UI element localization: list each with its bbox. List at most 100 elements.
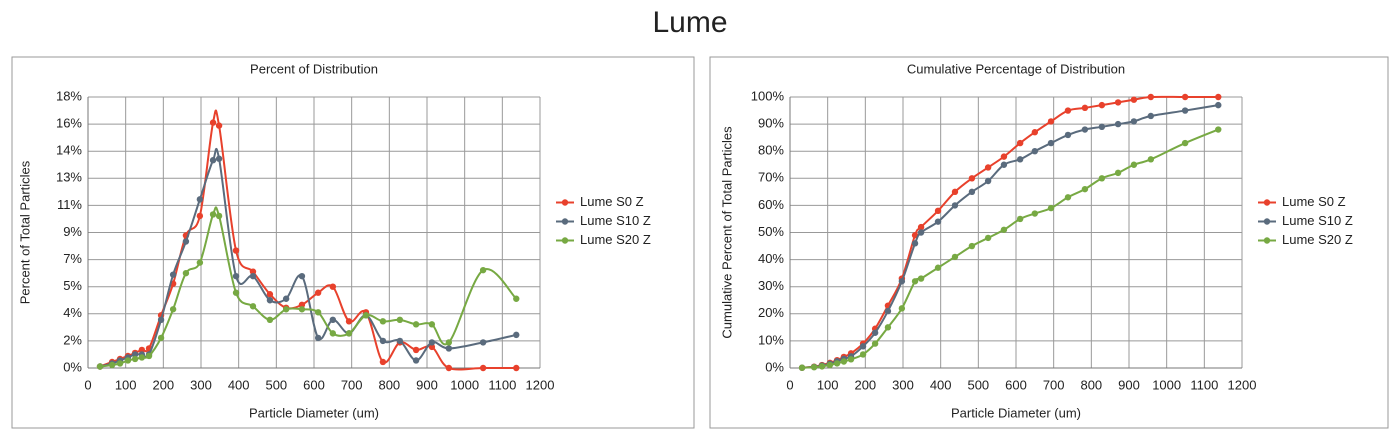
data-point	[968, 175, 976, 182]
data-point	[1114, 120, 1122, 128]
x-tick-label: 1100	[1190, 377, 1218, 392]
x-tick-label: 1000	[1152, 377, 1181, 392]
data-point	[362, 312, 370, 319]
data-point	[445, 339, 453, 346]
data-point	[379, 358, 387, 366]
data-point	[1147, 156, 1155, 163]
data-point	[1114, 99, 1122, 106]
data-point	[1047, 204, 1055, 212]
data-point	[116, 360, 124, 367]
x-tick-label: 400	[930, 377, 952, 392]
data-point	[884, 324, 892, 331]
x-tick-label: 900	[1118, 377, 1140, 392]
x-tick-label: 800	[378, 377, 400, 392]
data-point	[314, 334, 322, 342]
data-point	[1147, 112, 1155, 120]
data-point	[1098, 175, 1106, 182]
data-point	[934, 218, 942, 225]
data-point	[196, 259, 204, 266]
x-axis-title: Particle Diameter (um)	[951, 405, 1081, 420]
y-tick-label: 18%	[56, 88, 82, 103]
data-point	[232, 289, 240, 296]
legend-label: Lume S10 Z	[1282, 213, 1353, 228]
x-tick-label: 0	[786, 377, 793, 392]
data-point	[951, 188, 959, 196]
data-point	[479, 339, 487, 346]
data-point	[215, 212, 223, 220]
data-point	[96, 363, 104, 370]
y-tick-label: 7%	[63, 251, 82, 266]
legend-marker	[1263, 199, 1271, 206]
data-point	[329, 316, 337, 324]
data-point	[951, 253, 959, 261]
data-point	[209, 119, 217, 126]
y-tick-label: 20%	[758, 305, 784, 320]
y-tick-label: 30%	[758, 278, 784, 293]
y-tick-label: 50%	[758, 224, 784, 239]
data-point	[298, 301, 306, 308]
data-point	[131, 355, 139, 363]
data-point	[266, 316, 274, 324]
data-point	[1215, 101, 1222, 109]
legend-marker	[561, 218, 569, 225]
x-axis-title: Particle Diameter (um)	[249, 405, 379, 420]
data-point	[1181, 107, 1189, 114]
data-point	[871, 340, 879, 347]
x-tick-label: 600	[303, 377, 325, 392]
data-point	[124, 357, 132, 364]
data-point	[1000, 161, 1008, 168]
data-point	[412, 346, 420, 354]
y-tick-label: 13%	[56, 170, 82, 185]
legend-marker	[1263, 218, 1271, 225]
y-tick-label: 5%	[63, 278, 82, 293]
data-point	[379, 318, 387, 325]
data-point	[1081, 126, 1089, 133]
data-point	[840, 358, 848, 365]
data-point	[266, 291, 274, 298]
y-tick-label: 0%	[765, 359, 784, 374]
data-point	[282, 295, 290, 302]
y-axis-title: Percent of Total Particles	[17, 160, 32, 304]
data-point	[1130, 118, 1138, 125]
x-tick-label: 700	[341, 377, 363, 392]
x-tick-label: 700	[1043, 377, 1065, 392]
data-point	[917, 229, 925, 236]
x-tick-label: 1200	[526, 377, 555, 392]
data-point	[898, 305, 906, 312]
data-point	[379, 337, 387, 345]
data-point	[249, 272, 257, 280]
data-point	[138, 346, 146, 354]
data-point	[859, 351, 867, 358]
data-point	[145, 352, 153, 360]
data-point	[1147, 93, 1155, 101]
data-point	[898, 278, 906, 285]
legend-label: Lume S0 Z	[1282, 194, 1346, 209]
data-point	[138, 354, 146, 361]
data-point	[1064, 194, 1072, 201]
x-tick-label: 400	[228, 377, 250, 392]
legend-label: Lume S20 Z	[1282, 232, 1353, 247]
y-tick-label: 9%	[63, 224, 82, 239]
data-point	[396, 316, 404, 324]
data-point	[847, 356, 855, 363]
y-tick-label: 70%	[758, 170, 784, 185]
x-tick-label: 500	[265, 377, 287, 392]
data-point	[984, 177, 992, 185]
x-tick-label: 800	[1080, 377, 1102, 392]
y-tick-label: 2%	[63, 332, 82, 347]
data-point	[1031, 210, 1039, 217]
data-point	[513, 364, 520, 372]
data-point	[884, 307, 892, 315]
data-point	[412, 321, 420, 328]
data-point	[1047, 118, 1055, 125]
data-point	[215, 122, 223, 129]
data-point	[209, 211, 217, 218]
data-point	[157, 316, 165, 324]
data-point	[169, 306, 177, 313]
data-point	[1047, 139, 1055, 147]
legend-label: Lume S20 Z	[580, 232, 651, 247]
data-point	[911, 240, 919, 247]
data-point	[157, 334, 165, 342]
data-point	[917, 223, 925, 231]
data-point	[513, 331, 520, 339]
